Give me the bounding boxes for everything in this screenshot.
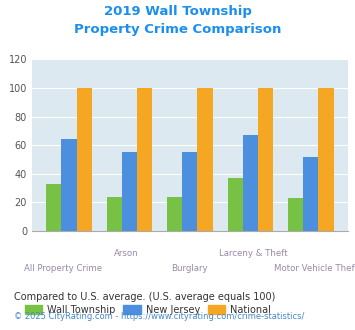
Bar [228,178,243,231]
Bar [107,197,122,231]
Bar [258,88,273,231]
Bar [182,152,197,231]
Text: Burglary: Burglary [171,264,208,273]
Bar [167,197,182,231]
Text: Motor Vehicle Theft: Motor Vehicle Theft [274,264,355,273]
Text: © 2025 CityRating.com - https://www.cityrating.com/crime-statistics/: © 2025 CityRating.com - https://www.city… [14,312,305,321]
Text: Larceny & Theft: Larceny & Theft [219,249,288,258]
Bar [137,88,152,231]
Legend: Wall Township, New Jersey, National: Wall Township, New Jersey, National [21,301,275,319]
Text: 2019 Wall Township: 2019 Wall Township [104,5,251,18]
Bar [318,88,334,231]
Text: Property Crime Comparison: Property Crime Comparison [74,23,281,36]
Bar [122,152,137,231]
Bar [46,184,61,231]
Text: Arson: Arson [114,249,139,258]
Bar [288,198,303,231]
Text: All Property Crime: All Property Crime [24,264,103,273]
Bar [197,88,213,231]
Bar [77,88,92,231]
Text: Compared to U.S. average. (U.S. average equals 100): Compared to U.S. average. (U.S. average … [14,292,275,302]
Bar [303,157,318,231]
Bar [243,135,258,231]
Bar [61,140,77,231]
